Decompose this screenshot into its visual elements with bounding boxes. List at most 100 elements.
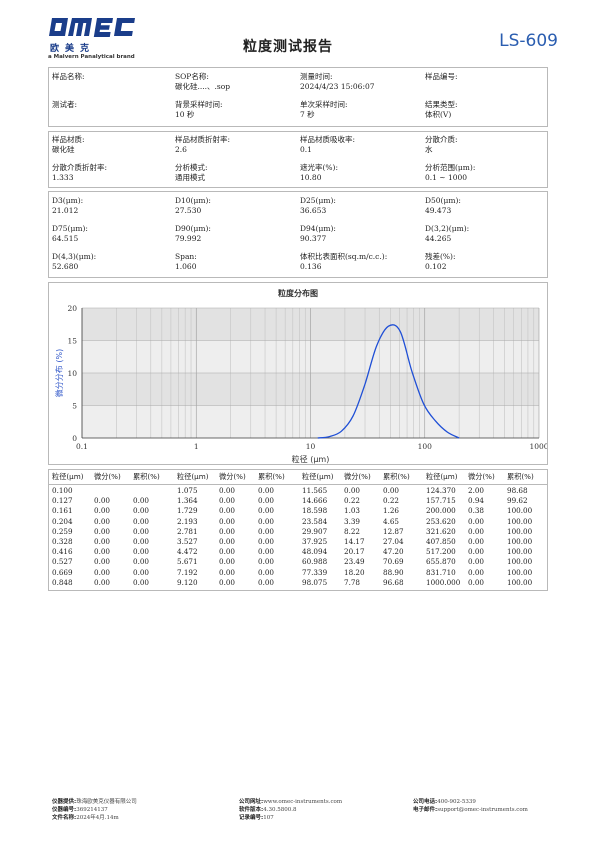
table-header-divider bbox=[49, 484, 547, 485]
table-cell: 0.00 bbox=[468, 557, 485, 567]
table-cell: 14.17 bbox=[344, 537, 365, 546]
table-cell: 0.00 bbox=[468, 577, 485, 587]
x-tick-label: 100 bbox=[418, 442, 433, 451]
table-cell: 0.00 bbox=[258, 496, 275, 506]
table-cell: 100.00 bbox=[507, 577, 533, 587]
result-d43: D(4,3)(μm): 52.680 bbox=[52, 252, 97, 271]
result-d90: D90(μm): 79.992 bbox=[175, 224, 211, 243]
table-cell: 124.370 bbox=[426, 486, 456, 495]
table-cell: 0.22 bbox=[383, 496, 400, 506]
table-column-header: 粒径(μm) bbox=[302, 472, 334, 481]
table-column-header: 粒径(μm) bbox=[426, 472, 458, 481]
table-cell: 1.03 bbox=[344, 506, 361, 516]
table-cell: 0.00 bbox=[468, 567, 485, 577]
info-material-ri: 样品材质折射率: 2.6 bbox=[175, 135, 231, 154]
info-sample-name: 样品名称: bbox=[52, 72, 85, 81]
chart-title: 粒度分布图 bbox=[278, 289, 318, 298]
table-cell: 0.127 bbox=[52, 496, 73, 506]
table-cell: 60.988 bbox=[302, 557, 328, 567]
result-span: Span: 1.060 bbox=[175, 252, 197, 271]
table-cell: 0.00 bbox=[94, 567, 111, 577]
result-d10: D10(μm): 27.530 bbox=[175, 196, 211, 215]
table-cell: 0.00 bbox=[94, 496, 111, 506]
footer-phone: 公司电话:400-902-5339 bbox=[413, 799, 476, 805]
table-cell: 0.00 bbox=[258, 557, 275, 567]
table-cell: 0.00 bbox=[219, 547, 236, 557]
info-background-time: 背景采样时间: 10 秒 bbox=[175, 100, 223, 119]
table-cell: 0.00 bbox=[94, 516, 111, 526]
table-cell: 0.100 bbox=[52, 486, 73, 495]
table-column-header: 微分(%) bbox=[344, 472, 371, 481]
table-cell: 98.68 bbox=[507, 486, 528, 495]
table-cell: 831.710 bbox=[426, 567, 456, 577]
table-cell: 4.472 bbox=[177, 547, 198, 557]
info-dispersant: 分散介质: 水 bbox=[425, 135, 458, 154]
sample-info-box: 样品名称: SOP名称: 碳化硅....、.sop 测量时间: 2024/4/23 … bbox=[48, 67, 548, 127]
table-cell: 7.78 bbox=[344, 577, 361, 587]
table-column-header: 粒径(μm) bbox=[52, 472, 84, 481]
table-cell: 0.669 bbox=[52, 567, 73, 577]
result-d32: D(3,2)(μm): 44.265 bbox=[425, 224, 470, 243]
results-box: D3(μm): 21.012 D10(μm): 27.530 D25(μm): 36.… bbox=[48, 191, 548, 278]
table-cell: 27.04 bbox=[383, 537, 404, 546]
table-cell: 7.192 bbox=[177, 567, 198, 577]
table-cell: 0.94 bbox=[468, 496, 485, 506]
table-cell: 47.20 bbox=[383, 547, 404, 557]
omec-logo-mark bbox=[49, 18, 135, 37]
y-tick-label: 20 bbox=[67, 304, 77, 313]
y-tick-label: 0 bbox=[72, 434, 77, 443]
distribution-curve bbox=[317, 324, 460, 439]
y-axis-label: 微分分布 (%) bbox=[54, 349, 64, 397]
table-cell: 0.00 bbox=[344, 486, 361, 495]
footer-record-number: 记录编号:107 bbox=[239, 815, 274, 821]
distribution-chart: 0 5 10 15 20 0.1 1 10 100 1000 粒径 (μm) 微分分布 (%) bbox=[54, 304, 547, 464]
info-sample-id: 样品编号: bbox=[425, 72, 458, 81]
info-sample-time: 单次采样时间: 7 秒 bbox=[300, 100, 348, 119]
table-cell: 0.00 bbox=[219, 557, 236, 567]
table-cell: 37.925 bbox=[302, 537, 328, 546]
table-column-header: 微分(%) bbox=[94, 472, 121, 481]
logo-chinese-text: 欧美克 bbox=[50, 44, 96, 54]
table-cell: 0.00 bbox=[258, 516, 275, 526]
table-cell: 48.094 bbox=[302, 547, 328, 557]
table-cell: 77.339 bbox=[302, 567, 328, 577]
table-cell: 14.666 bbox=[302, 496, 328, 506]
table-cell: 253.620 bbox=[426, 516, 456, 526]
table-cell: 99.62 bbox=[507, 496, 528, 506]
table-cell: 0.00 bbox=[468, 547, 485, 557]
result-d75: D75(μm): 64.515 bbox=[52, 224, 88, 243]
table-column-header: 累积(%) bbox=[507, 472, 534, 481]
x-tick-label: 0.1 bbox=[76, 442, 88, 451]
table-cell: 0.00 bbox=[94, 577, 111, 587]
result-ssa: 体积比表面积(sq.m/c.c.): 0.136 bbox=[300, 252, 388, 271]
table-cell: 0.00 bbox=[94, 537, 111, 546]
table-cell: 70.69 bbox=[383, 557, 404, 567]
table-cell: 100.00 bbox=[507, 547, 533, 557]
omec-logo: 欧美克 a Malvern Panalytical brand bbox=[48, 14, 148, 62]
table-cell: 0.527 bbox=[52, 557, 73, 567]
table-cell: 0.848 bbox=[52, 577, 73, 587]
table-cell: 1.075 bbox=[177, 486, 198, 495]
table-cell: 29.907 bbox=[302, 526, 328, 536]
x-axis-label: 粒径 (μm) bbox=[292, 454, 330, 464]
table-cell: 0.00 bbox=[219, 577, 236, 587]
table-cell: 0.00 bbox=[383, 486, 400, 495]
table-cell: 0.328 bbox=[52, 537, 73, 546]
x-tick-label: 1 bbox=[194, 442, 199, 451]
footer-instrument-id: 仪器编号:369214137 bbox=[52, 807, 108, 813]
material-info-box: 样品材质: 碳化硅 样品材质折射率: 2.6 样品材质吸收率: 0.1 分散介质: 水 … bbox=[48, 131, 548, 188]
table-cell: 0.38 bbox=[468, 506, 485, 516]
table-cell: 0.00 bbox=[258, 526, 275, 536]
table-cell: 0.22 bbox=[344, 496, 361, 506]
table-cell: 0.00 bbox=[94, 557, 111, 567]
info-result-type: 结果类型: 体积(V) bbox=[425, 100, 458, 119]
table-cell: 3.39 bbox=[344, 516, 361, 526]
info-tester: 测试者: bbox=[52, 100, 78, 109]
table-column-header: 微分(%) bbox=[468, 472, 495, 481]
info-material-absorption: 样品材质吸收率: 0.1 bbox=[300, 135, 356, 154]
table-cell: 0.161 bbox=[52, 506, 73, 516]
table-cell: 0.00 bbox=[258, 577, 275, 587]
table-cell: 1000.000 bbox=[426, 577, 461, 587]
table-cell: 8.22 bbox=[344, 526, 361, 536]
table-cell: 0.00 bbox=[133, 496, 150, 506]
